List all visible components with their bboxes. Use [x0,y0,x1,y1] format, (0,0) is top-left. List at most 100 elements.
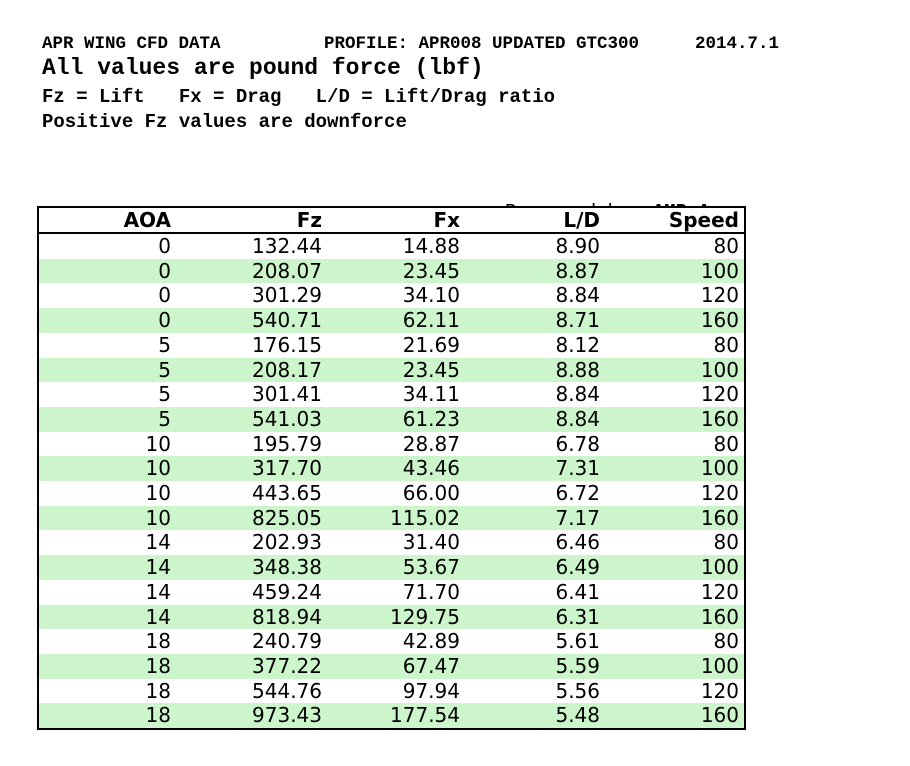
cell-fx: 34.11 [402,382,460,407]
cell-fx: 43.46 [402,456,460,481]
cell-fz: 317.70 [252,456,322,481]
cell-aoa: 5 [158,406,171,431]
cell-aoa: 10 [145,456,171,481]
table-row: 5 208.17 23.45 8.88 100 [38,357,745,383]
cell-fx: 53.67 [402,555,460,580]
cell-fx: 28.87 [402,431,460,456]
cell-speed: 160 [700,505,739,530]
cell-fx: 66.00 [402,481,460,506]
cell-speed: 160 [700,406,739,431]
document-header-line: APR WING CFD DATA PROFILE: APR008 UPDATE… [42,34,882,56]
cell-aoa: 5 [158,332,171,357]
cell-speed: 120 [700,579,739,604]
cell-fz: 459.24 [252,579,322,604]
cell-fz: 176.15 [252,332,322,357]
table-row: 0 208.07 23.45 8.87 100 [38,258,745,284]
cell-fz: 973.43 [252,703,322,728]
cell-ld: 6.49 [555,555,600,580]
cell-ld: 6.78 [555,431,600,456]
column-header-aoa: AOA [38,207,176,234]
cell-ld: 8.84 [555,406,600,431]
table-row: 5 541.03 61.23 8.84 160 [38,406,745,432]
cell-ld: 5.59 [555,653,600,678]
cfd-data-table: AOA Fz Fx L/D Speed 0 132.44 14.88 8.90 80 0 208.0… [37,206,746,731]
column-header-ld: L/D [465,207,605,234]
cell-ld: 6.72 [555,481,600,506]
cell-fx: 42.89 [402,629,460,654]
cell-aoa: 14 [145,604,171,629]
cell-fx: 34.10 [402,283,460,308]
table-header-row: AOA Fz Fx L/D Speed [38,207,745,234]
cell-aoa: 18 [145,629,171,654]
cell-fz: 132.44 [252,234,322,258]
cell-fz: 541.03 [252,406,322,431]
cell-speed: 120 [700,678,739,703]
cell-aoa: 0 [158,258,171,283]
cell-fx: 177.54 [390,703,460,728]
cell-aoa: 5 [158,382,171,407]
document-title: APR WING CFD DATA [42,34,221,54]
cell-aoa: 0 [158,283,171,308]
cell-ld: 5.61 [555,629,600,654]
column-header-fz: Fz [176,207,327,234]
cell-aoa: 18 [145,653,171,678]
cell-speed: 80 [713,530,739,555]
cell-ld: 7.31 [555,456,600,481]
cell-ld: 8.90 [555,234,600,258]
cell-speed: 80 [713,234,739,258]
cell-fx: 67.47 [402,653,460,678]
cell-aoa: 14 [145,579,171,604]
table-row: 18 544.76 97.94 5.56 120 [38,678,745,704]
cell-fx: 31.40 [402,530,460,555]
table-row: 0 132.44 14.88 8.90 80 [38,233,745,259]
cell-aoa: 10 [145,481,171,506]
cell-ld: 5.56 [555,678,600,703]
cell-speed: 120 [700,481,739,506]
cell-speed: 80 [713,332,739,357]
cell-speed: 120 [700,283,739,308]
cell-fx: 129.75 [390,604,460,629]
column-header-fx: Fx [327,207,465,234]
cell-speed: 100 [700,555,739,580]
cell-speed: 120 [700,382,739,407]
cell-aoa: 14 [145,555,171,580]
column-header-speed: Speed [605,207,745,234]
cell-fz: 544.76 [252,678,322,703]
cell-aoa: 10 [145,431,171,456]
cell-fx: 23.45 [402,258,460,283]
cell-ld: 6.41 [555,579,600,604]
table-row: 18 240.79 42.89 5.61 80 [38,629,745,654]
cell-ld: 8.12 [555,332,600,357]
cell-fz: 540.71 [252,308,322,333]
cell-fx: 21.69 [402,332,460,357]
cell-fx: 97.94 [402,678,460,703]
table-row: 10 825.05 115.02 7.17 160 [38,505,745,531]
cell-aoa: 5 [158,357,171,382]
table-row: 0 301.29 34.10 8.84 120 [38,283,745,309]
table-row: 10 443.65 66.00 6.72 120 [38,481,745,506]
cell-aoa: 0 [158,234,171,258]
cell-fz: 195.79 [252,431,322,456]
table-row: 14 202.93 31.40 6.46 80 [38,530,745,556]
cell-fz: 301.29 [252,283,322,308]
cell-fz: 825.05 [252,505,322,530]
cell-speed: 80 [713,431,739,456]
cell-ld: 7.17 [555,505,600,530]
cell-speed: 100 [700,456,739,481]
cell-fx: 62.11 [402,308,460,333]
table-row: 10 317.70 43.46 7.31 100 [38,456,745,482]
downforce-note: Positive Fz values are downforce [42,111,407,133]
table-row: 18 377.22 67.47 5.59 100 [38,653,745,679]
cell-ld: 8.84 [555,283,600,308]
table-row: 14 818.94 129.75 6.31 160 [38,604,745,630]
table-row: 10 195.79 28.87 6.78 80 [38,431,745,457]
cell-fz: 208.17 [252,357,322,382]
cell-fz: 348.38 [252,555,322,580]
document-date: 2014.7.1 [695,34,780,54]
cell-fx: 115.02 [390,505,460,530]
cell-fx: 23.45 [402,357,460,382]
cell-fz: 443.65 [252,481,322,506]
table-row: 18 973.43 177.54 5.48 160 [38,703,745,730]
cell-speed: 100 [700,357,739,382]
